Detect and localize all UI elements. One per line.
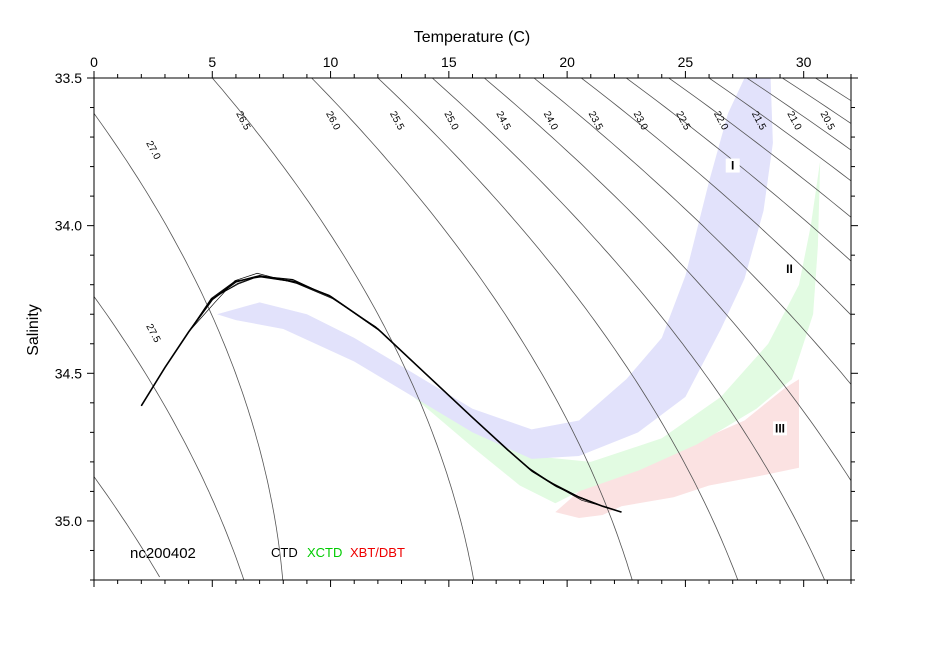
band-III (555, 379, 799, 518)
profile-line-5 (141, 276, 622, 513)
isoline-26.5 (211, 78, 475, 580)
isoline-28-0 (94, 476, 160, 578)
region-label-II: II (786, 262, 793, 276)
isoline-24.0 (533, 78, 851, 386)
x-tick-label: 25 (678, 54, 694, 70)
isoline-label-25.5: 25.5 (387, 110, 406, 133)
isoline-21.5 (746, 78, 851, 151)
y-tick-label: 34.0 (55, 218, 82, 234)
x-tick-label: 15 (441, 54, 457, 70)
x-tick-label: 0 (90, 54, 98, 70)
y-tick-label: 34.5 (55, 365, 82, 381)
isoline-label-24.0: 24.0 (541, 110, 560, 133)
water-mass-bands (217, 78, 821, 518)
isoline-20.5 (815, 78, 851, 102)
x-tick-label: 10 (323, 54, 339, 70)
isoline-22.5 (668, 78, 851, 218)
x-tick-label: 20 (559, 54, 575, 70)
legend-item-ctd: CTD (271, 545, 298, 560)
isoline-label-24.5: 24.5 (494, 110, 513, 133)
isoline-label-27.5: 27.5 (143, 322, 162, 345)
legend-item-xctd: XCTD (307, 545, 342, 560)
isoline-23.5 (581, 78, 851, 316)
region-label-bg (725, 158, 740, 173)
isoline-26.0 (311, 78, 633, 580)
x-tick-label: 30 (796, 54, 812, 70)
isoline-label-27.0: 27.0 (143, 139, 162, 162)
region-label-bg (773, 421, 788, 436)
station-label: nc200402 (130, 545, 196, 562)
isoline-22.0 (708, 78, 851, 182)
x-axis-title: Temperature (C) (414, 29, 530, 46)
x-tick-label: 5 (208, 54, 216, 70)
axis-ticks: 0 5 10 15 20 25 30 33.5 34.0 34.5 35.0 (55, 54, 858, 587)
isoline-label-23.0: 23.0 (631, 110, 650, 133)
isoline-label-26.0: 26.0 (323, 110, 342, 133)
isoline-27.0 (94, 112, 284, 580)
isoline-24.5 (484, 78, 851, 482)
y-tick-label: 35.0 (55, 513, 82, 529)
region-label-bg (782, 261, 797, 276)
legend-item-xbt-dbt: XBT/DBT (350, 545, 405, 560)
isoline-25.0 (432, 78, 825, 580)
legend: CTD XCTD XBT/DBT (271, 545, 405, 560)
region-label-I: I (731, 159, 734, 173)
isoline-label-20.5: 20.5 (818, 110, 837, 133)
isoline-label-22.5: 22.5 (673, 110, 692, 133)
isoline-27.5 (94, 295, 245, 580)
band-I (217, 78, 773, 459)
density-isolines (94, 78, 851, 580)
y-tick-label: 33.5 (55, 70, 82, 86)
y-axis-title: Salinity (25, 304, 42, 356)
isoline-label-23.5: 23.5 (586, 110, 605, 133)
isoline-label-21.0: 21.0 (784, 110, 803, 133)
isoline-label-26.5: 26.5 (233, 110, 252, 133)
isoline-label-25.0: 25.0 (441, 110, 460, 133)
ctd-profiles (140, 272, 622, 513)
isoline-25.5 (377, 78, 739, 580)
region-label-III: III (775, 421, 785, 435)
